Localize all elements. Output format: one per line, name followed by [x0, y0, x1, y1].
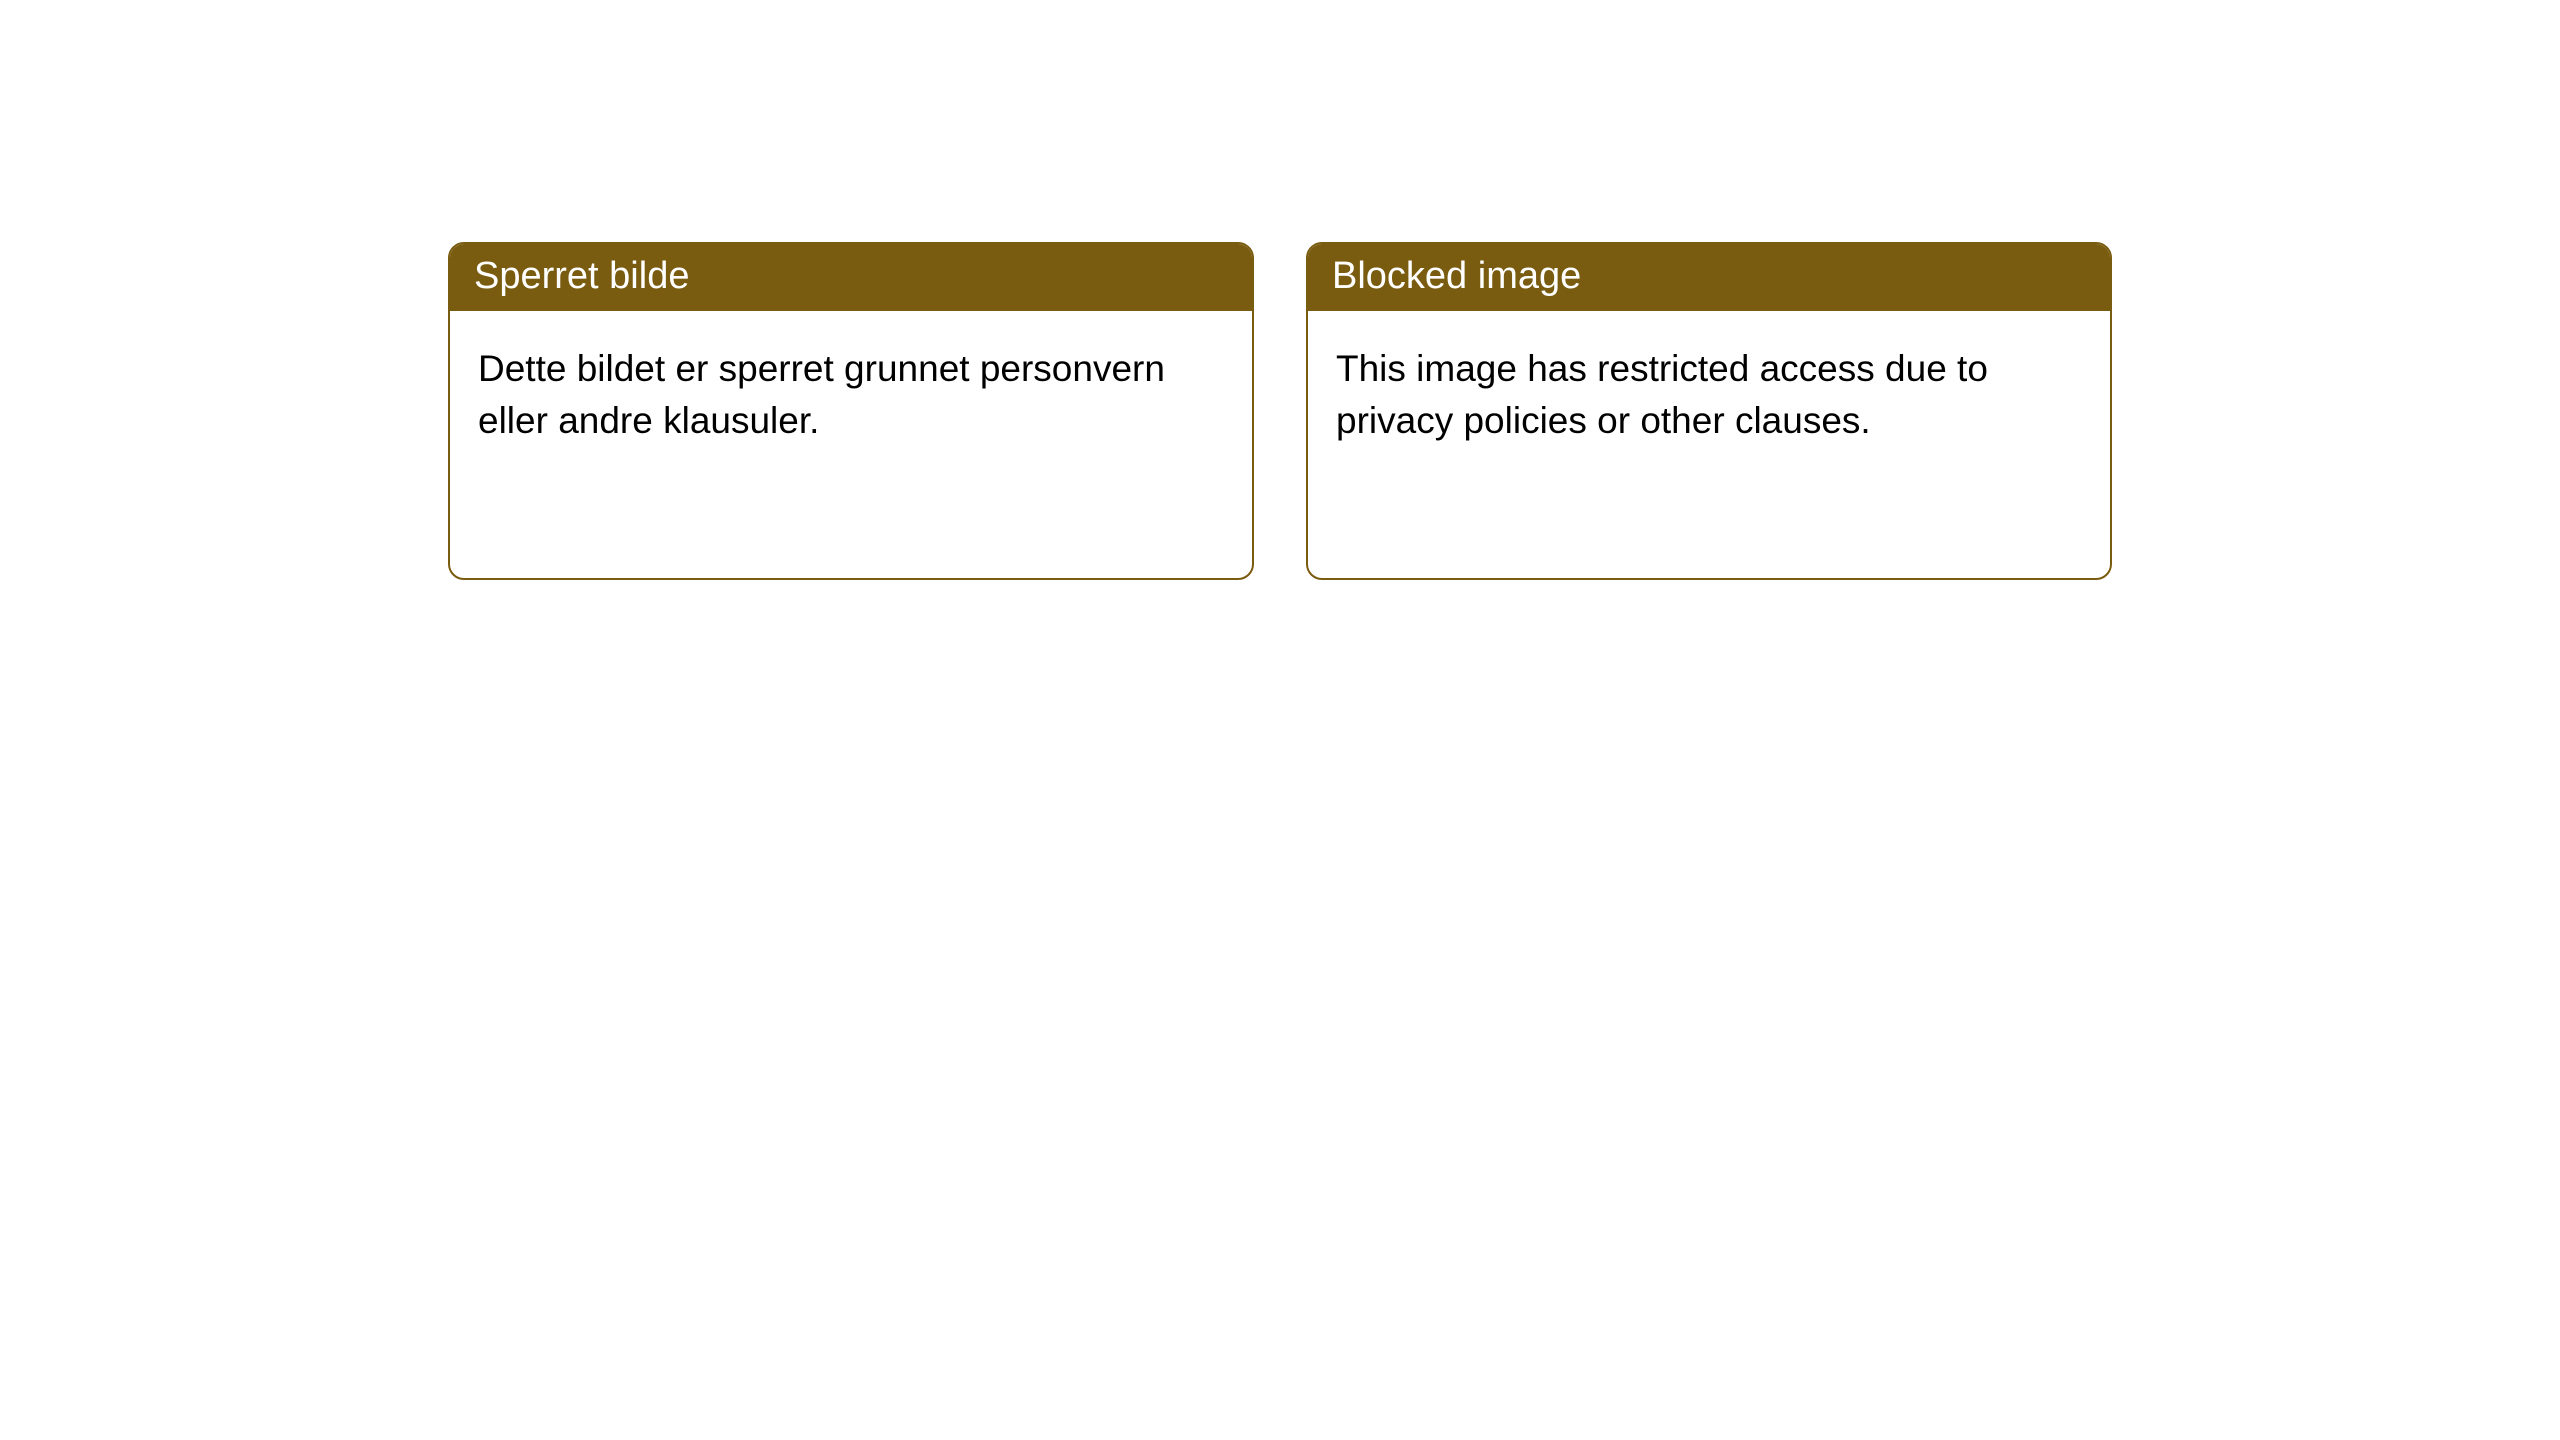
card-body: This image has restricted access due to …	[1308, 311, 2110, 578]
card-header: Sperret bilde	[450, 244, 1252, 311]
notice-card-norwegian: Sperret bilde Dette bildet er sperret gr…	[448, 242, 1254, 580]
notice-card-english: Blocked image This image has restricted …	[1306, 242, 2112, 580]
card-body: Dette bildet er sperret grunnet personve…	[450, 311, 1252, 578]
card-header: Blocked image	[1308, 244, 2110, 311]
notice-container: Sperret bilde Dette bildet er sperret gr…	[0, 0, 2560, 580]
